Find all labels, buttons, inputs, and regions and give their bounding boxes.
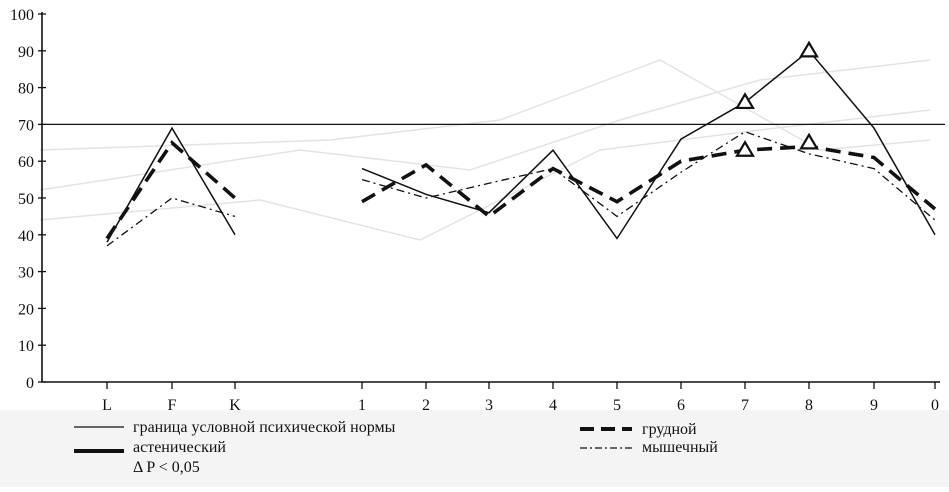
- series-1-segment-1: [362, 146, 935, 216]
- y-tick-label: 60: [18, 154, 34, 171]
- series-1-segment-0: [107, 143, 235, 239]
- background-trace: [40, 60, 930, 150]
- markers-group: [737, 43, 817, 156]
- series-2-segment-1: [362, 132, 935, 220]
- significance-marker: [801, 135, 817, 149]
- legend-asthenic-label: астенический: [133, 439, 226, 456]
- significance-marker: [737, 142, 753, 156]
- x-tick-label: 6: [677, 397, 685, 414]
- y-tick-label: 20: [18, 301, 34, 318]
- y-tick-label: 40: [18, 228, 34, 245]
- x-tick-label: 5: [613, 397, 621, 414]
- y-tick-label: 10: [18, 338, 34, 355]
- x-tick-label: 2: [422, 397, 430, 414]
- y-tick-label: 80: [18, 81, 34, 98]
- y-tick-label: 30: [18, 265, 34, 282]
- y-tick-label: 50: [18, 191, 34, 208]
- x-tick-label: 3: [485, 397, 493, 414]
- x-tick-label: 7: [741, 397, 749, 414]
- legend-thoracic-label: грудной: [642, 421, 697, 438]
- x-tick-label: 9: [870, 397, 878, 414]
- x-tick-label: L: [102, 397, 112, 414]
- x-axis: L F K 1 2 3 4 5 6 7 8 9 0: [42, 382, 940, 414]
- y-tick-label: 0: [26, 375, 34, 392]
- y-tick-label: 100: [10, 7, 34, 24]
- x-tick-label: 8: [805, 397, 813, 414]
- legend-significance-label: Δ P < 0,05: [133, 459, 200, 476]
- x-tick-label: 4: [549, 397, 557, 414]
- x-tick-label: K: [229, 397, 241, 414]
- y-axis: 0 10 20 30 40 50 60 70 80 90 100: [10, 7, 46, 392]
- x-tick-label: 1: [358, 397, 366, 414]
- significance-marker: [801, 43, 817, 57]
- y-tick-label: 90: [18, 44, 34, 61]
- x-tick-label: 0: [931, 397, 939, 414]
- legend-norm-label: граница условной психической нормы: [133, 419, 396, 436]
- x-tick-label: F: [168, 397, 177, 414]
- y-tick-label: 70: [18, 117, 34, 134]
- series-2-segment-0: [107, 198, 235, 246]
- legend-muscular-label: мышечный: [642, 439, 718, 456]
- significance-marker: [737, 94, 753, 108]
